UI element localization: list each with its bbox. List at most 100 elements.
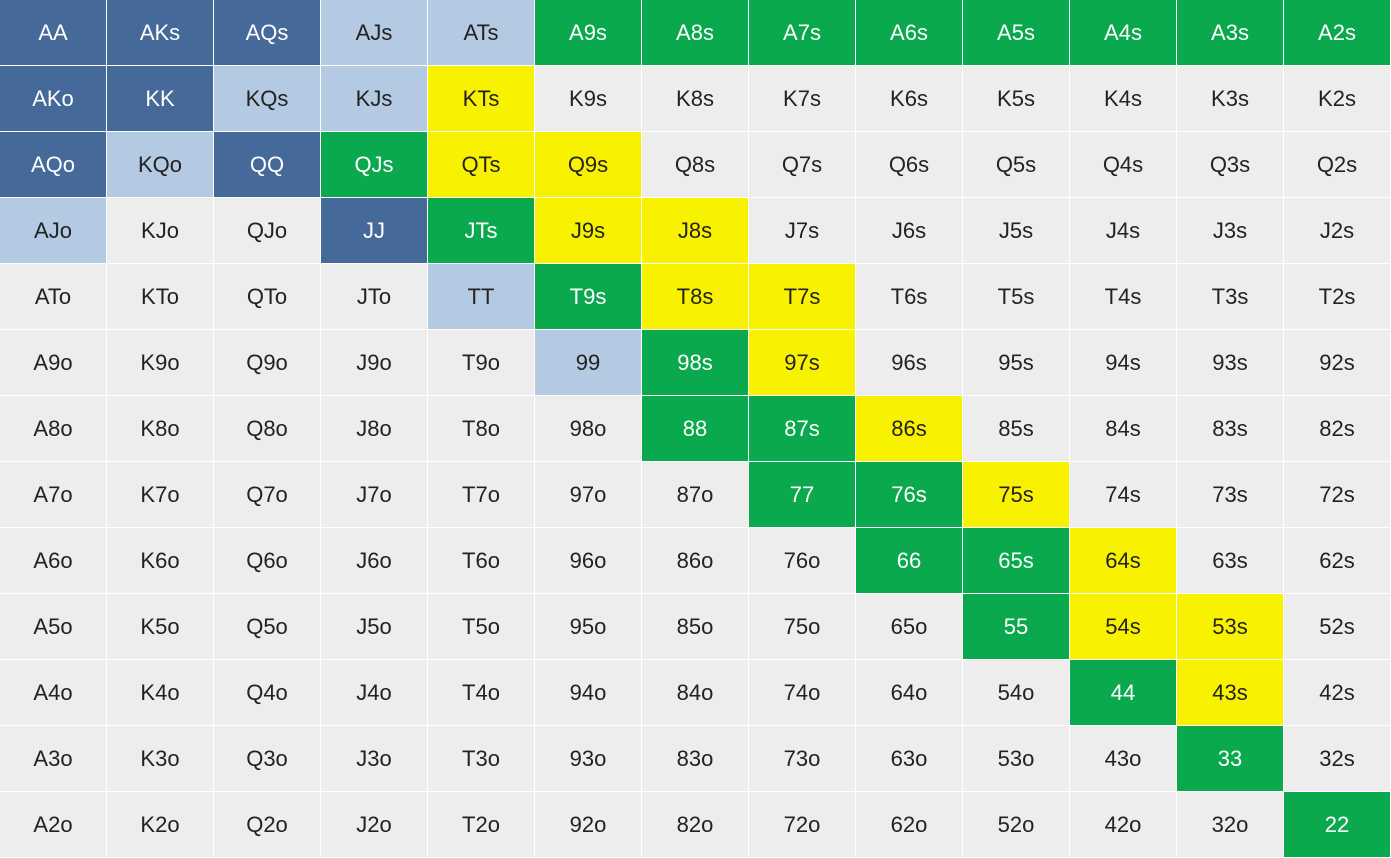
hand-cell-86s[interactable]: 86s xyxy=(856,396,963,462)
hand-cell-97s[interactable]: 97s xyxy=(749,330,856,396)
hand-cell-99[interactable]: 99 xyxy=(535,330,642,396)
hand-cell-J4o[interactable]: J4o xyxy=(321,660,428,726)
hand-cell-AKo[interactable]: AKo xyxy=(0,66,107,132)
hand-cell-T5s[interactable]: T5s xyxy=(963,264,1070,330)
hand-cell-T2o[interactable]: T2o xyxy=(428,792,535,858)
hand-cell-Q5s[interactable]: Q5s xyxy=(963,132,1070,198)
hand-cell-T9s[interactable]: T9s xyxy=(535,264,642,330)
hand-cell-65o[interactable]: 65o xyxy=(856,594,963,660)
hand-cell-77[interactable]: 77 xyxy=(749,462,856,528)
hand-cell-AJo[interactable]: AJo xyxy=(0,198,107,264)
hand-cell-Q7o[interactable]: Q7o xyxy=(214,462,321,528)
hand-cell-53s[interactable]: 53s xyxy=(1177,594,1284,660)
hand-cell-43s[interactable]: 43s xyxy=(1177,660,1284,726)
hand-cell-QTo[interactable]: QTo xyxy=(214,264,321,330)
hand-cell-95s[interactable]: 95s xyxy=(963,330,1070,396)
hand-cell-JTo[interactable]: JTo xyxy=(321,264,428,330)
hand-cell-32s[interactable]: 32s xyxy=(1284,726,1391,792)
hand-cell-J6s[interactable]: J6s xyxy=(856,198,963,264)
hand-cell-K7o[interactable]: K7o xyxy=(107,462,214,528)
hand-cell-53o[interactable]: 53o xyxy=(963,726,1070,792)
hand-cell-74o[interactable]: 74o xyxy=(749,660,856,726)
hand-cell-98s[interactable]: 98s xyxy=(642,330,749,396)
hand-cell-76s[interactable]: 76s xyxy=(856,462,963,528)
hand-cell-T5o[interactable]: T5o xyxy=(428,594,535,660)
hand-cell-J9s[interactable]: J9s xyxy=(535,198,642,264)
hand-cell-Q3s[interactable]: Q3s xyxy=(1177,132,1284,198)
hand-cell-44[interactable]: 44 xyxy=(1070,660,1177,726)
hand-cell-T8s[interactable]: T8s xyxy=(642,264,749,330)
hand-cell-K5s[interactable]: K5s xyxy=(963,66,1070,132)
hand-cell-64o[interactable]: 64o xyxy=(856,660,963,726)
hand-cell-73s[interactable]: 73s xyxy=(1177,462,1284,528)
hand-cell-72s[interactable]: 72s xyxy=(1284,462,1391,528)
hand-cell-93o[interactable]: 93o xyxy=(535,726,642,792)
hand-cell-96o[interactable]: 96o xyxy=(535,528,642,594)
hand-cell-72o[interactable]: 72o xyxy=(749,792,856,858)
hand-cell-J7s[interactable]: J7s xyxy=(749,198,856,264)
hand-cell-Q9o[interactable]: Q9o xyxy=(214,330,321,396)
hand-cell-KQo[interactable]: KQo xyxy=(107,132,214,198)
hand-cell-Q4s[interactable]: Q4s xyxy=(1070,132,1177,198)
hand-cell-63o[interactable]: 63o xyxy=(856,726,963,792)
hand-cell-KJs[interactable]: KJs xyxy=(321,66,428,132)
hand-cell-K7s[interactable]: K7s xyxy=(749,66,856,132)
hand-cell-64s[interactable]: 64s xyxy=(1070,528,1177,594)
hand-cell-K3s[interactable]: K3s xyxy=(1177,66,1284,132)
hand-cell-87o[interactable]: 87o xyxy=(642,462,749,528)
hand-cell-A2o[interactable]: A2o xyxy=(0,792,107,858)
hand-cell-QQ[interactable]: QQ xyxy=(214,132,321,198)
hand-cell-QJs[interactable]: QJs xyxy=(321,132,428,198)
hand-cell-QTs[interactable]: QTs xyxy=(428,132,535,198)
hand-cell-Q8o[interactable]: Q8o xyxy=(214,396,321,462)
hand-cell-32o[interactable]: 32o xyxy=(1177,792,1284,858)
hand-cell-T7o[interactable]: T7o xyxy=(428,462,535,528)
hand-cell-92s[interactable]: 92s xyxy=(1284,330,1391,396)
hand-cell-AQo[interactable]: AQo xyxy=(0,132,107,198)
hand-cell-98o[interactable]: 98o xyxy=(535,396,642,462)
hand-cell-JTs[interactable]: JTs xyxy=(428,198,535,264)
hand-cell-K6o[interactable]: K6o xyxy=(107,528,214,594)
hand-cell-JJ[interactable]: JJ xyxy=(321,198,428,264)
hand-cell-J3o[interactable]: J3o xyxy=(321,726,428,792)
hand-cell-62o[interactable]: 62o xyxy=(856,792,963,858)
hand-cell-T8o[interactable]: T8o xyxy=(428,396,535,462)
hand-cell-K4o[interactable]: K4o xyxy=(107,660,214,726)
hand-cell-92o[interactable]: 92o xyxy=(535,792,642,858)
hand-cell-83s[interactable]: 83s xyxy=(1177,396,1284,462)
hand-cell-76o[interactable]: 76o xyxy=(749,528,856,594)
hand-cell-Q5o[interactable]: Q5o xyxy=(214,594,321,660)
hand-cell-A5o[interactable]: A5o xyxy=(0,594,107,660)
hand-cell-K8s[interactable]: K8s xyxy=(642,66,749,132)
hand-cell-T3s[interactable]: T3s xyxy=(1177,264,1284,330)
hand-cell-A2s[interactable]: A2s xyxy=(1284,0,1391,66)
hand-cell-55[interactable]: 55 xyxy=(963,594,1070,660)
hand-cell-43o[interactable]: 43o xyxy=(1070,726,1177,792)
hand-cell-A9s[interactable]: A9s xyxy=(535,0,642,66)
hand-cell-J3s[interactable]: J3s xyxy=(1177,198,1284,264)
hand-cell-KTo[interactable]: KTo xyxy=(107,264,214,330)
hand-cell-T6s[interactable]: T6s xyxy=(856,264,963,330)
hand-cell-T9o[interactable]: T9o xyxy=(428,330,535,396)
hand-cell-93s[interactable]: 93s xyxy=(1177,330,1284,396)
hand-cell-97o[interactable]: 97o xyxy=(535,462,642,528)
hand-cell-K6s[interactable]: K6s xyxy=(856,66,963,132)
hand-cell-J2s[interactable]: J2s xyxy=(1284,198,1391,264)
hand-cell-T4o[interactable]: T4o xyxy=(428,660,535,726)
hand-cell-65s[interactable]: 65s xyxy=(963,528,1070,594)
hand-cell-66[interactable]: 66 xyxy=(856,528,963,594)
hand-cell-84s[interactable]: 84s xyxy=(1070,396,1177,462)
hand-cell-54o[interactable]: 54o xyxy=(963,660,1070,726)
hand-cell-22[interactable]: 22 xyxy=(1284,792,1391,858)
hand-cell-J7o[interactable]: J7o xyxy=(321,462,428,528)
hand-cell-87s[interactable]: 87s xyxy=(749,396,856,462)
hand-cell-AKs[interactable]: AKs xyxy=(107,0,214,66)
hand-cell-KQs[interactable]: KQs xyxy=(214,66,321,132)
hand-cell-54s[interactable]: 54s xyxy=(1070,594,1177,660)
hand-cell-J8o[interactable]: J8o xyxy=(321,396,428,462)
hand-cell-AQs[interactable]: AQs xyxy=(214,0,321,66)
hand-cell-42o[interactable]: 42o xyxy=(1070,792,1177,858)
hand-cell-A9o[interactable]: A9o xyxy=(0,330,107,396)
hand-cell-Q2s[interactable]: Q2s xyxy=(1284,132,1391,198)
hand-cell-73o[interactable]: 73o xyxy=(749,726,856,792)
